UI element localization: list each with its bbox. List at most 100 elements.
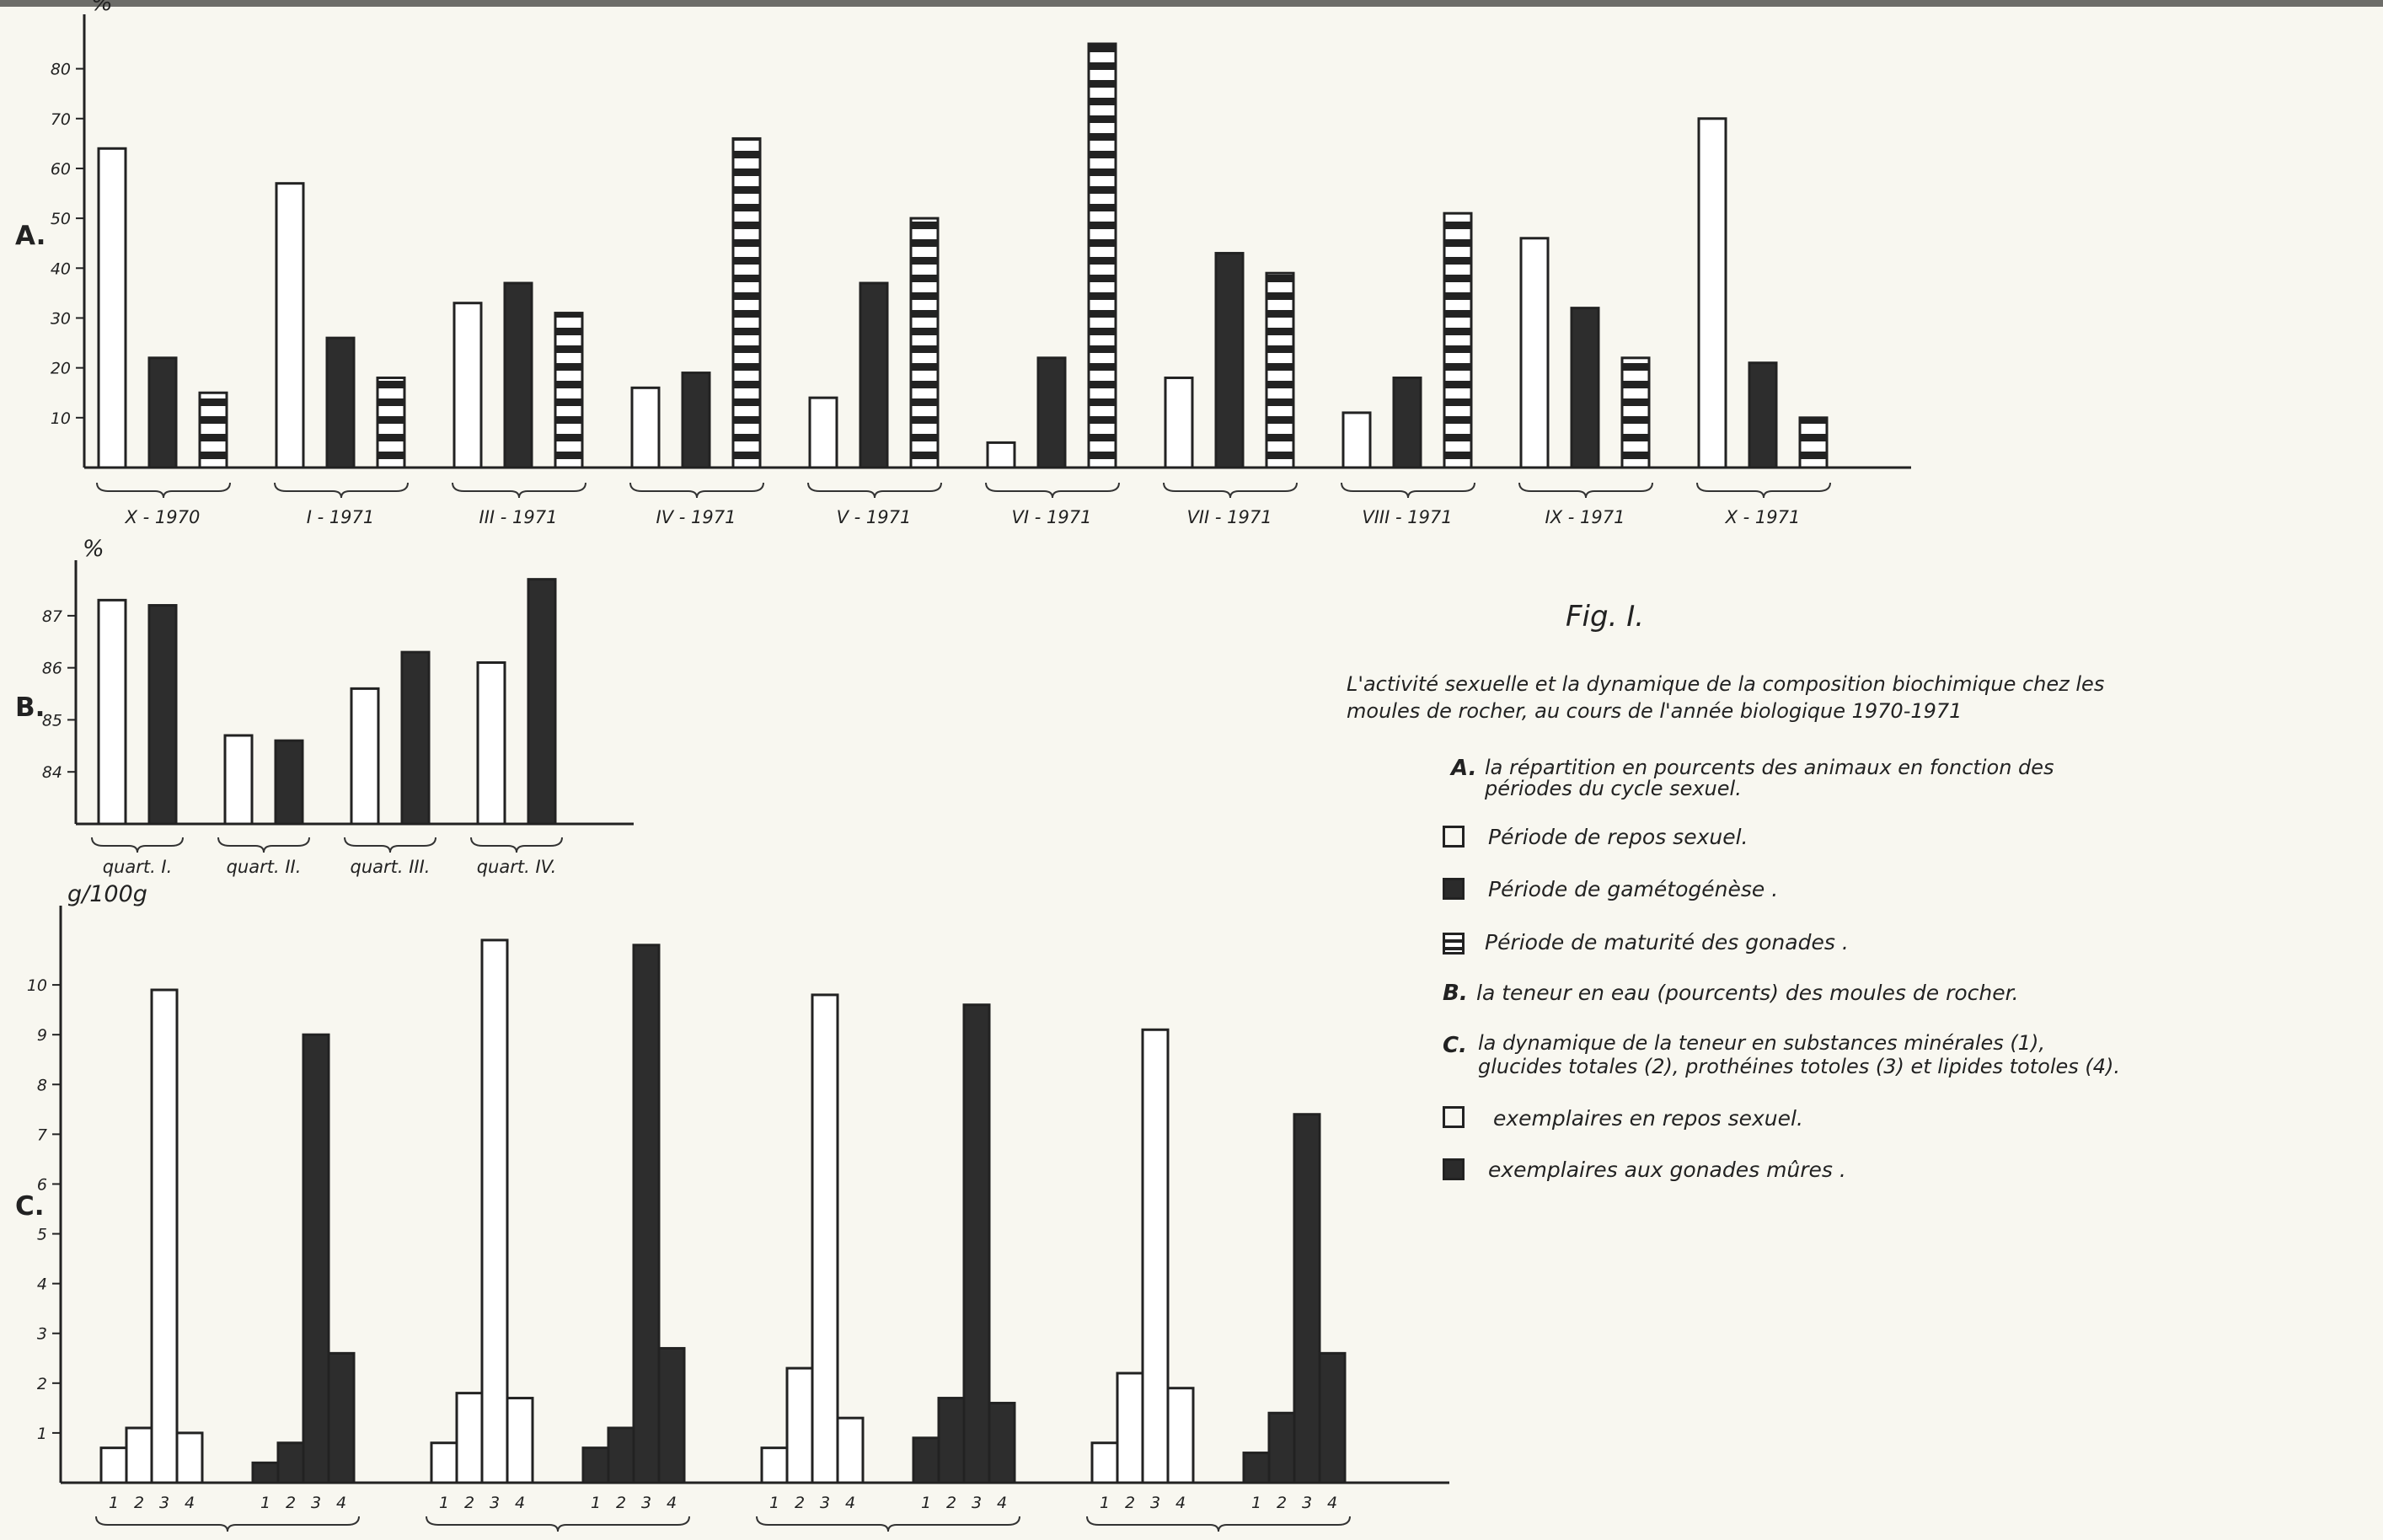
chart-c-bar-dark (937, 1397, 966, 1484)
chart-a-category-label: VII - 1971 (1186, 507, 1272, 527)
chart-c-bar-dark (962, 1003, 991, 1484)
chart-c-ytick-label: 6 (37, 1175, 47, 1194)
chart-b-bar-white (223, 734, 254, 826)
chart-a-bar-white (275, 182, 305, 469)
legend-maturite-label: Période de maturité des gonades . (1485, 930, 1849, 954)
chart-b-bar-white (97, 598, 127, 826)
chart-c-component-label: 3 (311, 1494, 321, 1512)
chart-a-bar-hatch (1620, 356, 1651, 469)
chart-c-component-label: 2 (286, 1494, 296, 1512)
figure-caption-line-1: L'activité sexuelle et la dynamique de l… (1347, 672, 2105, 696)
legend-repos-label: Période de repos sexuel. (1488, 825, 1748, 849)
chart-c-component-label: 2 (464, 1494, 474, 1512)
chart-c-component-label: 4 (997, 1494, 1007, 1512)
chart-c-bar-white (150, 988, 179, 1484)
chart-c-bar-dark (1318, 1351, 1347, 1484)
chart-c-quarter-brace (1086, 1516, 1351, 1532)
legend-swatch-gametogenese (1443, 878, 1465, 900)
chart-c-quarter-brace (426, 1516, 690, 1532)
chart-b-category-label: quart. I. (103, 857, 173, 877)
chart-b-bar-dark (147, 604, 178, 826)
chart-c-bar-white (785, 1366, 814, 1484)
chart-b-ytick-label: 87 (42, 607, 62, 626)
chart-c-panel-label: C. (15, 1191, 45, 1222)
chart-b-ytick-label: 85 (42, 711, 62, 730)
chart-a-category-label: I - 1971 (307, 507, 375, 527)
legend-b-key: B. (1443, 981, 1468, 1006)
chart-a-ytick-label: 10 (51, 409, 71, 428)
chart-c-component-label: 1 (439, 1494, 449, 1512)
chart-a-bar-dark (503, 281, 533, 469)
legend-a-text-2: périodes du cycle sexuel. (1485, 777, 1742, 800)
chart-a-bar-white (1697, 117, 1727, 469)
chart-b-category-brace (344, 837, 436, 853)
chart-b-bar-white (350, 687, 380, 826)
chart-a-category-label: III - 1971 (479, 507, 558, 527)
chart-c-bar-white (175, 1431, 204, 1484)
chart-a-bar-dark (147, 356, 178, 469)
chart-a-bar-hatch (1265, 271, 1295, 469)
chart-c-component-label: 3 (159, 1494, 169, 1512)
legend-swatch-maturite (1443, 933, 1465, 954)
chart-c-component-label: 4 (1175, 1494, 1186, 1512)
chart-c-bar-white (1116, 1372, 1144, 1484)
chart-c-bar-dark (657, 1346, 686, 1484)
chart-a-bar-white (1519, 237, 1550, 469)
chart-c-component-label: 3 (490, 1494, 500, 1512)
chart-c-bar-dark (607, 1426, 635, 1484)
chart-c-bar-white (1166, 1387, 1195, 1484)
chart-a-category-brace (629, 482, 764, 499)
chart-a-category-label: X - 1970 (125, 507, 201, 527)
chart-c-unit-label: g/100g (67, 881, 147, 907)
chart-a-category-brace (1696, 482, 1831, 499)
chart-c-ytick-label: 1 (37, 1425, 47, 1443)
chart-a-bar-dark (681, 372, 711, 469)
chart-b-category-label: quart. II. (227, 857, 302, 877)
chart-a-bar-dark (1392, 376, 1422, 469)
chart-a-category-label: VIII - 1971 (1362, 507, 1452, 527)
chart-a-category-brace (1518, 482, 1653, 499)
figure-caption-line-2: moules de rocher, au cours de l'année bi… (1347, 699, 1963, 723)
chart-a-ytick-label: 70 (51, 110, 71, 129)
chart-c-component-label: 3 (972, 1494, 982, 1512)
chart-c-component-label: 1 (769, 1494, 779, 1512)
chart-c-ytick-label: 7 (37, 1126, 47, 1144)
chart-a-bar-white (97, 147, 127, 469)
chart-a-category-label: VI - 1971 (1012, 507, 1092, 527)
chart-c-quarter-brace (95, 1516, 360, 1532)
figure-title: Fig. I. (1566, 600, 1645, 634)
chart-a-ytick-label: 80 (51, 61, 71, 79)
chart-c-bar-white (1141, 1028, 1170, 1484)
chart-a-bar-dark (325, 336, 356, 469)
chart-a-bar-dark (1570, 307, 1600, 469)
chart-c-component-label: 2 (616, 1494, 626, 1512)
chart-c-bar-dark (1267, 1411, 1296, 1484)
chart-c-bar-white (99, 1446, 128, 1484)
chart-c-ytick-label: 4 (37, 1275, 47, 1294)
chart-a-category-brace (807, 482, 942, 499)
chart-c-bar-white (506, 1397, 534, 1484)
chart-a-ytick-label: 20 (51, 360, 71, 378)
chart-c-component-label: 3 (820, 1494, 830, 1512)
chart-a-category-label: V - 1971 (837, 507, 912, 527)
chart-c-component-label: 4 (845, 1494, 855, 1512)
chart-c-component-label: 4 (667, 1494, 677, 1512)
chart-c-bar-dark (912, 1436, 940, 1484)
chart-c-bar-dark (581, 1446, 610, 1484)
chart-a-category-label: IV - 1971 (656, 507, 736, 527)
chart-a-bar-white (630, 386, 661, 469)
chart-c-component-label: 1 (1251, 1494, 1261, 1512)
chart-c-component-label: 4 (336, 1494, 346, 1512)
chart-c-bar-dark (1293, 1113, 1321, 1484)
chart-c-bar-white (836, 1416, 865, 1484)
chart-a-category-brace (1163, 482, 1298, 499)
legend-b-text: la teneur en eau (pourcents) des moules … (1476, 981, 2019, 1005)
chart-a-bar-hatch (198, 391, 228, 469)
chart-a-bar-white (986, 441, 1016, 469)
chart-c-component-label: 1 (260, 1494, 270, 1512)
chart-c-bar-dark (327, 1351, 356, 1484)
chart-b-bar-dark (274, 739, 304, 826)
legend-gametogenese-label: Période de gamétogénèse . (1488, 877, 1779, 901)
chart-a-unit-label: % (91, 0, 113, 16)
